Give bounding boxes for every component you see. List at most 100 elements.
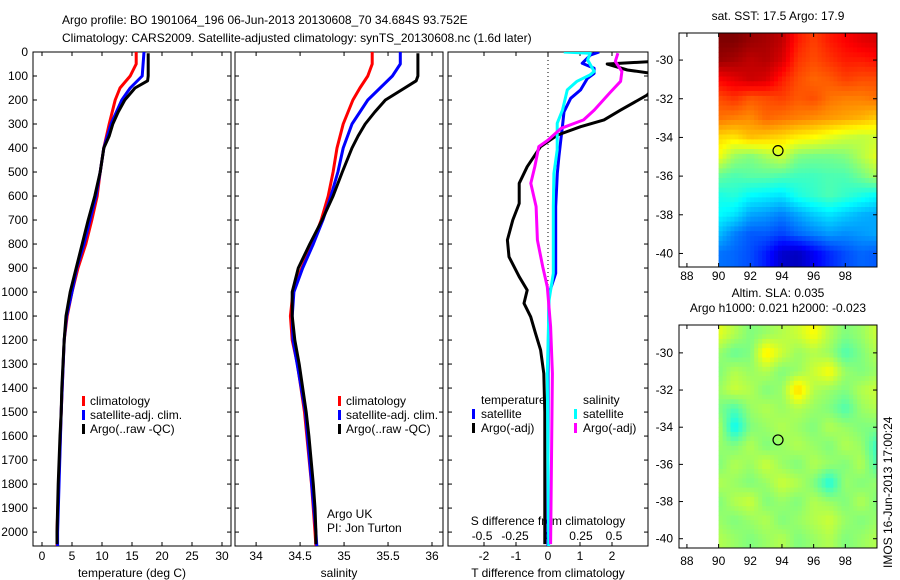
heatmap-cell <box>857 371 862 377</box>
heatmap-cell <box>726 348 732 354</box>
heatmap-cell <box>801 260 807 266</box>
heatmap-cell <box>829 86 835 92</box>
heatmap-cell <box>821 515 827 521</box>
heatmap-cell <box>853 173 858 179</box>
heatmap-cell <box>809 520 815 526</box>
heatmap-cell <box>762 515 767 521</box>
heatmap-cell <box>774 173 779 179</box>
heatmap-cell <box>758 496 763 503</box>
heatmap-cell <box>742 524 747 530</box>
heatmap-cell <box>857 42 862 49</box>
heatmap-cell <box>829 124 835 131</box>
heatmap-cell <box>770 506 775 512</box>
heatmap-cell <box>722 478 728 484</box>
heatmap-cell <box>754 329 759 335</box>
heatmap-cell <box>849 221 854 227</box>
heatmap-cell <box>829 506 835 512</box>
heatmap-cell <box>718 158 724 165</box>
heatmap-cell <box>873 529 877 535</box>
heatmap-cell <box>782 543 787 548</box>
heatmap-cell <box>797 255 803 261</box>
heatmap-cell <box>793 357 799 363</box>
heatmap-cell <box>841 548 846 553</box>
heatmap-cell <box>742 149 747 155</box>
heatmap-cell <box>821 192 827 198</box>
heatmap-cell <box>873 100 877 107</box>
annotation-text: Argo UK <box>327 507 372 521</box>
heatmap-cell <box>789 260 795 266</box>
heatmap-cell <box>758 100 763 107</box>
heatmap-cell <box>774 431 779 438</box>
axes-box <box>234 51 444 547</box>
heatmap-cell <box>817 120 823 126</box>
heatmap-cell <box>821 207 827 213</box>
heatmap-cell <box>742 197 747 203</box>
heatmap-cell <box>865 62 870 68</box>
heatmap-cell <box>801 496 807 503</box>
heatmap-cell <box>762 47 767 53</box>
heatmap-cell <box>754 134 759 140</box>
heatmap-cell <box>821 408 827 414</box>
heatmap-cell <box>730 524 736 530</box>
heatmap-cell <box>873 86 877 92</box>
heatmap-cell <box>734 240 739 247</box>
heatmap-cell <box>766 334 771 340</box>
heatmap-cell <box>793 385 799 391</box>
heatmap-cell <box>770 236 775 242</box>
heatmap-cell <box>813 455 819 461</box>
heatmap-cell <box>742 534 747 540</box>
heatmap-cell <box>770 81 775 87</box>
heatmap-cell <box>801 187 807 194</box>
heatmap-cell <box>849 110 854 116</box>
heatmap-cell <box>766 270 771 275</box>
heatmap-cell <box>869 501 874 507</box>
heatmap-cell <box>813 394 819 400</box>
heatmap-cell <box>865 357 870 363</box>
heatmap-cell <box>758 380 763 386</box>
heatmap-cell <box>833 226 838 232</box>
heatmap-cell <box>853 496 858 503</box>
heatmap-cell <box>750 71 755 78</box>
heatmap-cell <box>746 543 751 548</box>
heatmap-cell <box>805 492 811 498</box>
heatmap-cell <box>758 66 763 73</box>
heatmap-cell <box>770 62 775 68</box>
heatmap-cell <box>766 255 771 261</box>
heatmap-cell <box>774 57 779 63</box>
heatmap-cell <box>754 163 759 169</box>
heatmap-cell <box>738 422 743 428</box>
heatmap-cell <box>853 450 858 456</box>
heatmap-cell <box>750 265 755 267</box>
heatmap-cell <box>742 543 747 548</box>
heatmap-cell <box>782 352 787 359</box>
heatmap-cell <box>857 250 862 256</box>
heatmap-cell <box>742 139 747 145</box>
heatmap-cell <box>742 250 747 256</box>
heatmap-cell <box>857 66 862 73</box>
heatmap-cell <box>825 192 831 198</box>
heatmap-cell <box>738 250 743 256</box>
heatmap-cell <box>797 417 803 424</box>
heatmap-cell <box>789 250 795 256</box>
heatmap-cell <box>825 473 831 479</box>
heatmap-cell <box>730 182 736 189</box>
heatmap-cell <box>853 66 858 73</box>
heatmap-cell <box>785 134 791 140</box>
heatmap-cell <box>869 192 874 198</box>
heatmap-cell <box>789 265 795 267</box>
heatmap-cell <box>758 236 763 242</box>
heatmap-cell <box>730 115 736 121</box>
heatmap-cell <box>849 163 854 169</box>
heatmap-cell <box>841 265 846 267</box>
heatmap-cell <box>782 240 787 247</box>
heatmap-cell <box>742 422 747 428</box>
heatmap-cell <box>734 163 739 169</box>
heatmap-cell <box>853 240 858 247</box>
heatmap-cell <box>758 329 763 335</box>
heatmap-cell <box>774 357 779 363</box>
heatmap-cell <box>738 515 743 521</box>
heatmap-cell <box>821 221 827 227</box>
heatmap-cell <box>833 520 838 526</box>
heatmap-cell <box>785 139 791 145</box>
heatmap-cell <box>837 120 842 126</box>
